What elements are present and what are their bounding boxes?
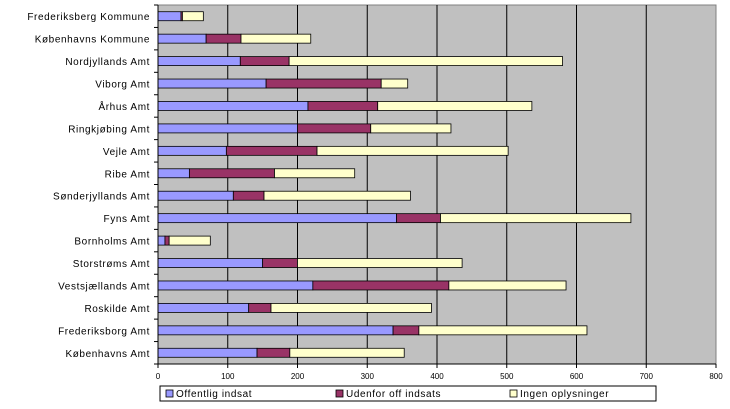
category-label: Frederiksborg Amt bbox=[58, 326, 150, 337]
bar-segment bbox=[270, 303, 432, 313]
bar-segment bbox=[392, 325, 420, 336]
bar-segment bbox=[157, 190, 234, 201]
bar-segment bbox=[380, 78, 409, 89]
bar-segment bbox=[157, 303, 250, 313]
category-label: Viborg Amt bbox=[95, 80, 150, 91]
bar-segment bbox=[225, 145, 318, 156]
bar-segment bbox=[248, 303, 272, 313]
x-tick-labels: 0 100 200 300 400 500 600 700 800 bbox=[156, 372, 723, 381]
bar-segment bbox=[262, 258, 298, 268]
bar-segment bbox=[157, 56, 241, 66]
category-label: Århus Amt bbox=[98, 100, 150, 113]
bar-segment bbox=[297, 123, 372, 134]
bar-segment bbox=[256, 347, 291, 358]
bars bbox=[157, 11, 632, 358]
bar-segment bbox=[182, 11, 204, 22]
bar-segment bbox=[168, 235, 211, 246]
bar-segment bbox=[263, 190, 411, 201]
bar-segment bbox=[377, 101, 533, 111]
x-tick-label: 700 bbox=[640, 372, 654, 381]
x-tick-label: 200 bbox=[291, 372, 305, 381]
bar-segment bbox=[418, 325, 588, 336]
legend: Offentlig indsat Udenfor off indsats Ingen… bbox=[159, 385, 657, 402]
category-label: Sønderjyllands Amt bbox=[53, 192, 150, 203]
bar-segment bbox=[157, 168, 190, 179]
x-tick-label: 800 bbox=[709, 372, 723, 381]
bar-segment bbox=[157, 33, 207, 44]
bar-segment bbox=[288, 56, 563, 66]
legend-label: Ingen oplysninger bbox=[520, 389, 609, 400]
category-label: Ringkjøbing Amt bbox=[68, 124, 150, 135]
bar-segment bbox=[312, 280, 450, 291]
bar-segment bbox=[157, 145, 227, 156]
bar-segment bbox=[440, 213, 632, 224]
bar-segment bbox=[307, 101, 379, 111]
bar-segment bbox=[157, 123, 298, 134]
bar-segment bbox=[232, 190, 265, 201]
category-labels: Frederiksberg Kommune Københavns Kommune N… bbox=[27, 12, 150, 360]
category-label: Københavns Amt bbox=[65, 349, 150, 360]
bar-segment bbox=[157, 78, 267, 89]
x-tick-label: 100 bbox=[221, 372, 235, 381]
bar-segment bbox=[157, 347, 258, 358]
bar-segment bbox=[157, 280, 314, 291]
bar-segment bbox=[188, 168, 275, 179]
legend-swatch bbox=[165, 389, 174, 398]
category-label: Bornholms Amt bbox=[74, 237, 150, 248]
legend-swatch bbox=[335, 389, 344, 398]
category-label: Ribe Amt bbox=[105, 169, 150, 180]
category-label: Nordjyllands Amt bbox=[65, 57, 150, 68]
bar-segment bbox=[289, 347, 405, 358]
x-tick-label: 300 bbox=[361, 372, 375, 381]
legend-label: Offentlig indsat bbox=[176, 389, 252, 400]
category-label: Frederiksberg Kommune bbox=[27, 12, 150, 23]
bar-segment bbox=[157, 11, 182, 22]
bar-segment bbox=[448, 280, 567, 291]
category-label: Storstrøms Amt bbox=[73, 259, 150, 270]
category-label: Vejle Amt bbox=[103, 147, 150, 158]
bar-segment bbox=[157, 235, 166, 246]
bar-segment bbox=[396, 213, 441, 224]
legend-label: Udenfor off indsats bbox=[346, 389, 441, 400]
bar-segment bbox=[164, 235, 170, 246]
bar-segment bbox=[205, 33, 242, 44]
bar-segment bbox=[274, 168, 356, 179]
category-label: Fyns Amt bbox=[104, 214, 150, 225]
x-tick-label: 500 bbox=[500, 372, 514, 381]
bar-segment bbox=[157, 325, 394, 336]
bar-segment bbox=[316, 145, 509, 156]
category-label: Vestsjællands Amt bbox=[58, 281, 150, 292]
x-tick-label: 400 bbox=[430, 372, 444, 381]
category-label: Roskilde Amt bbox=[84, 304, 150, 315]
x-tick-label: 0 bbox=[156, 372, 161, 381]
bar-segment bbox=[239, 56, 290, 66]
bar-segment bbox=[297, 258, 463, 268]
legend-swatch bbox=[509, 389, 518, 398]
axes bbox=[154, 4, 717, 368]
category-label: Københavns Kommune bbox=[35, 35, 150, 46]
bar-segment bbox=[240, 33, 312, 44]
bar-segment bbox=[157, 258, 264, 268]
bar-segment bbox=[370, 123, 452, 134]
bar-segment bbox=[157, 101, 309, 111]
legend-box bbox=[159, 385, 657, 402]
x-tick-label: 600 bbox=[570, 372, 584, 381]
bar-segment bbox=[265, 78, 382, 89]
bar-segment bbox=[157, 213, 397, 224]
